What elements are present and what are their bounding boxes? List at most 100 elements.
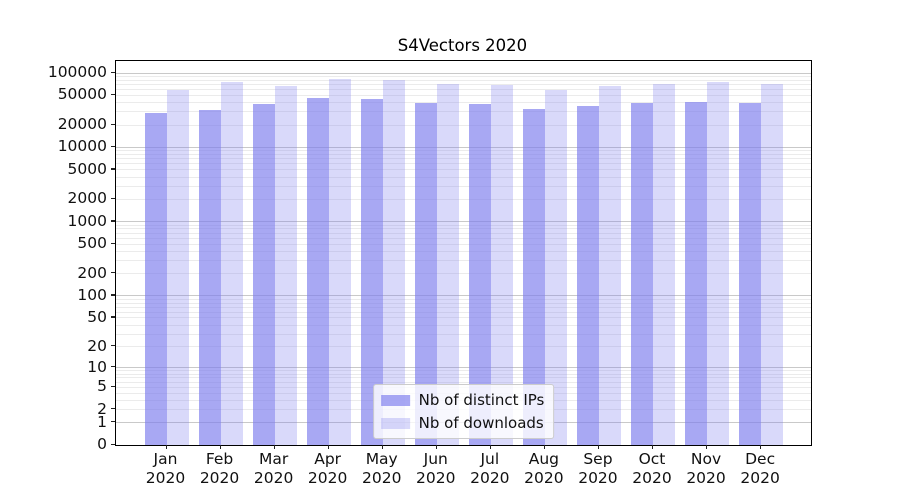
gridline-minor (116, 84, 811, 86)
x-tick-label: Feb 2020 (199, 450, 240, 487)
x-tick-label: Mar 2020 (253, 450, 294, 487)
y-tick-mark (111, 145, 115, 148)
x-tick-mark (381, 445, 384, 449)
y-tick-mark (111, 345, 115, 347)
x-tick-label: Jul 2020 (470, 450, 510, 487)
gridline-minor (116, 324, 811, 326)
bar-downloads (328, 79, 351, 445)
x-tick-mark (165, 445, 167, 449)
bar-downloads (436, 84, 459, 445)
gridline-minor (116, 163, 811, 165)
gridline-minor (116, 298, 811, 300)
y-tick-label: 1000 (67, 211, 107, 230)
bar-downloads (220, 81, 243, 445)
y-tick-label: 5000 (67, 159, 107, 178)
gridline-minor (116, 306, 811, 308)
x-tick-label: Sep 2020 (578, 450, 618, 487)
x-tick-mark (489, 445, 492, 449)
y-tick-label: 200 (77, 263, 107, 282)
y-tick-label: 20000 (57, 115, 107, 133)
y-tick-mark (111, 123, 115, 125)
legend-swatch-distinct-ips (380, 394, 410, 406)
y-tick-label: 100 (77, 285, 107, 304)
gridline-major (116, 221, 811, 223)
gridline-major (116, 72, 811, 74)
gridline-minor (116, 198, 811, 200)
y-tick-label: 10 (87, 357, 107, 376)
bar-distinct-ips (522, 108, 545, 445)
bar-downloads (598, 86, 621, 445)
y-tick-mark (111, 385, 115, 387)
gridline-minor (116, 317, 811, 319)
gridline-minor (116, 176, 811, 178)
y-tick-mark (111, 408, 115, 410)
x-tick-label: May 2020 (361, 450, 402, 487)
bar-distinct-ips (252, 104, 275, 445)
bar-downloads (544, 90, 567, 445)
gridline-minor (116, 243, 811, 245)
x-tick-mark (706, 445, 708, 449)
bar-distinct-ips (144, 113, 167, 445)
y-tick-mark (111, 316, 115, 318)
gridline-minor (116, 154, 811, 156)
x-tick-label: Aug 2020 (524, 450, 564, 487)
gridline-minor (116, 273, 811, 275)
plot-area: Nb of distinct IPs Nb of downloads (115, 60, 812, 446)
gridline-minor (116, 232, 811, 234)
gridline-major (116, 295, 811, 297)
y-tick-mark (111, 242, 115, 244)
x-tick-label: Jan 2020 (145, 450, 186, 487)
x-tick-label: Jun 2020 (416, 450, 456, 487)
bar-distinct-ips (739, 102, 762, 445)
y-tick-mark (111, 294, 115, 296)
bar-distinct-ips (306, 98, 329, 445)
gridline-minor (116, 250, 811, 252)
gridline-minor (116, 89, 811, 91)
bar-distinct-ips (685, 102, 708, 445)
x-tick-mark (327, 445, 329, 449)
bar-distinct-ips (414, 102, 437, 445)
y-tick-label: 10000 (57, 137, 107, 156)
y-tick-label: 500 (77, 234, 107, 253)
gridline-minor (116, 75, 811, 77)
legend-item-downloads: Nb of downloads (380, 414, 545, 432)
y-tick-mark (111, 366, 115, 368)
gridline-minor (116, 370, 811, 372)
x-tick-label: Apr 2020 (307, 450, 348, 487)
bar-distinct-ips (630, 103, 653, 445)
gridline-minor (116, 169, 811, 171)
gridline-minor (116, 333, 811, 335)
gridline-minor (116, 377, 811, 379)
gridline-minor (116, 102, 811, 104)
gridline-minor (116, 111, 811, 113)
bar-distinct-ips (576, 106, 599, 445)
gridline-minor (116, 346, 811, 348)
legend-swatch-downloads (380, 417, 410, 429)
gridline-minor (116, 185, 811, 187)
gridline-minor (116, 79, 811, 81)
y-tick-mark (111, 443, 115, 445)
gridline-minor (116, 228, 811, 230)
y-tick-label: 2000 (67, 189, 107, 208)
gridline-minor (116, 237, 811, 239)
y-tick-mark (111, 168, 115, 170)
gridline-minor (116, 381, 811, 383)
gridline-major (116, 367, 811, 369)
y-tick-mark (111, 220, 115, 222)
x-tick-mark (543, 445, 546, 449)
bar-downloads (707, 81, 730, 445)
y-tick-label: 50000 (57, 85, 107, 104)
y-tick-label: 2 (97, 399, 107, 418)
x-tick-mark (651, 445, 654, 449)
gridline-major (116, 146, 811, 148)
gridline-minor (116, 158, 811, 160)
bar-distinct-ips (360, 98, 383, 445)
legend-label-downloads: Nb of downloads (418, 414, 544, 432)
bar-downloads (382, 79, 405, 445)
bar-downloads (761, 84, 784, 445)
y-tick-label: 50 (87, 307, 107, 326)
bar-downloads (166, 90, 189, 445)
x-tick-mark (219, 445, 221, 449)
chart-title: S4Vectors 2020 (397, 36, 528, 55)
y-tick-label: 100000 (47, 63, 107, 81)
